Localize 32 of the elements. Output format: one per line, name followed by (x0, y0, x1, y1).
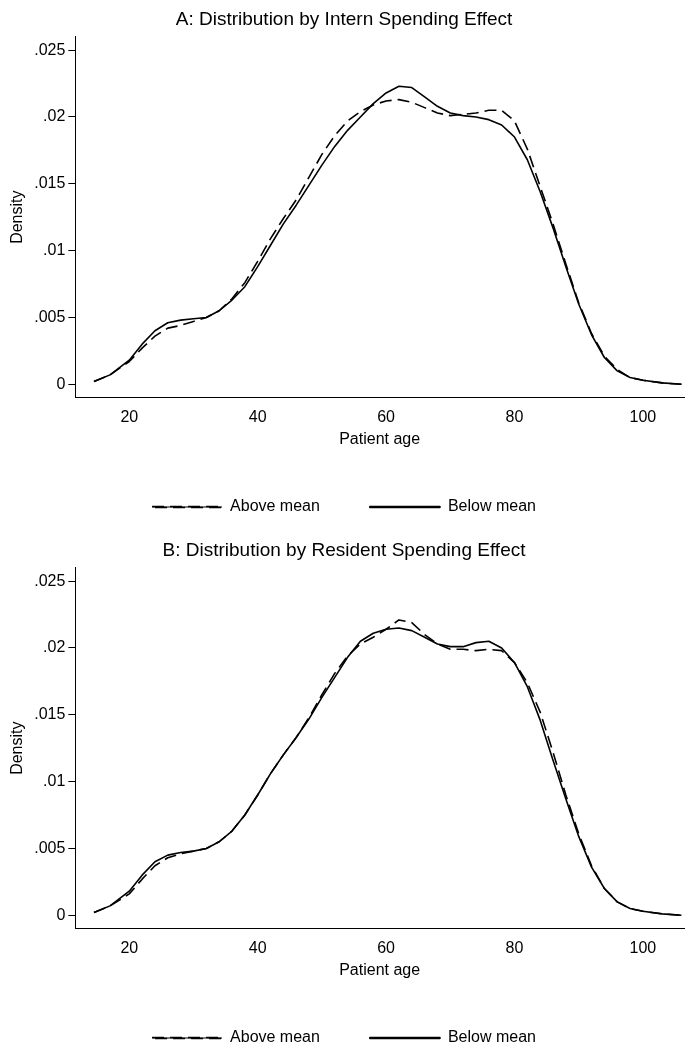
legend-label: Below mean (447, 1028, 536, 1046)
y-tick-label: .005 (34, 838, 66, 856)
x-tick-label: 40 (248, 938, 267, 956)
x-tick-label: 20 (120, 407, 139, 425)
y-tick-label: .025 (34, 40, 66, 58)
y-tick-label: .01 (43, 772, 66, 790)
x-tick-label: 80 (505, 407, 524, 425)
y-axis-title: Density (8, 721, 26, 775)
x-tick-label: 60 (377, 407, 396, 425)
x-tick-label: 60 (377, 938, 396, 956)
x-axis-title: Patient age (339, 960, 421, 978)
legend-label: Above mean (230, 1028, 320, 1046)
y-tick-label: .01 (43, 241, 66, 259)
y-tick-label: .025 (34, 571, 66, 589)
y-tick-label: .02 (43, 638, 66, 656)
chart-title: A: Distribution by Intern Spending Effect (175, 7, 513, 29)
legend-label: Below mean (447, 497, 536, 515)
y-tick-label: 0 (56, 905, 66, 923)
x-tick-label: 20 (120, 938, 139, 956)
chart-title: B: Distribution by Resident Spending Effect (162, 538, 527, 560)
y-tick-label: .02 (43, 107, 66, 125)
legend-label: Above mean (230, 497, 320, 515)
x-axis-title: Patient age (339, 429, 421, 447)
y-tick-label: .005 (34, 307, 66, 325)
y-axis-title: Density (8, 190, 26, 244)
x-tick-label: 80 (505, 938, 524, 956)
y-tick-label: .015 (34, 705, 66, 723)
y-tick-label: 0 (56, 374, 66, 392)
x-tick-label: 100 (629, 407, 657, 425)
x-tick-label: 100 (629, 938, 657, 956)
x-tick-label: 40 (248, 407, 267, 425)
y-tick-label: .015 (34, 174, 66, 192)
